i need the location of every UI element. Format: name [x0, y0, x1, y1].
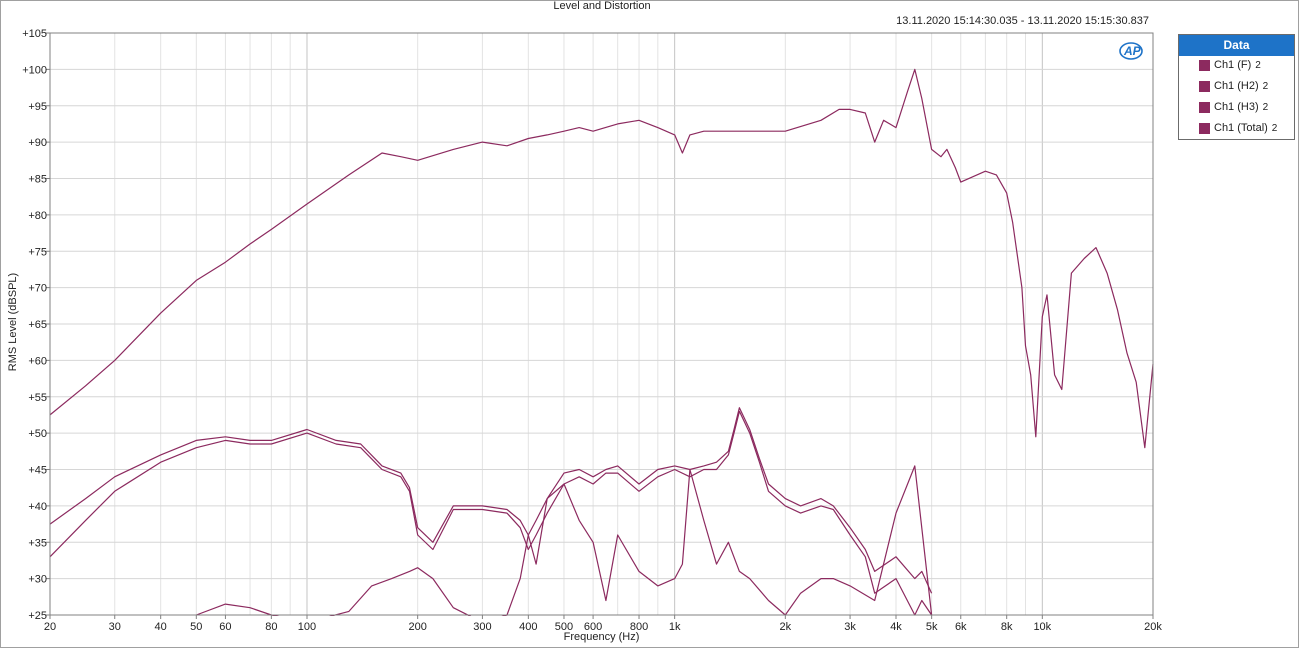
grid	[49, 32, 1154, 616]
y-tick-label: +65	[28, 319, 47, 331]
y-tick-label: +35	[28, 537, 47, 549]
y-tick-label: +50	[28, 428, 47, 440]
legend-label: Ch1 (H2)	[1214, 80, 1259, 92]
axes: 20 30 40 50 60 80 100 200 300 400 500 600 800 1k 2k 3k 4…	[22, 28, 1162, 633]
legend-label: Ch1 (F)	[1214, 59, 1252, 71]
x-tick-label: 20	[44, 621, 56, 633]
legend-label: Ch1 (H3)	[1214, 101, 1259, 113]
x-tick-label: 50	[190, 621, 202, 633]
x-tick-label: 10k	[1033, 621, 1051, 633]
legend-item-total[interactable]: Ch1 (Total) 2	[1179, 119, 1294, 140]
legend-channel: 2	[1271, 123, 1278, 134]
y-tick-label: +100	[22, 64, 47, 76]
y-tick-label: +85	[28, 174, 47, 186]
x-tick-label: 300	[473, 621, 491, 633]
y-tick-label: +25	[28, 610, 47, 622]
chart-title: Level and Distortion	[553, 0, 651, 12]
x-tick-label: 40	[155, 621, 167, 633]
timestamp-label: 13.11.2020 15:14:30.035 - 13.11.2020 15:…	[896, 15, 1149, 27]
x-tick-label: 500	[555, 621, 573, 633]
x-tick-label: 200	[408, 621, 426, 633]
series-layer	[49, 68, 1154, 631]
series-line-2	[49, 410, 933, 616]
x-tick-label: 4k	[890, 621, 902, 633]
y-tick-label: +55	[28, 392, 47, 404]
legend-swatch	[1199, 81, 1210, 92]
y-tick-label: +80	[28, 210, 47, 222]
legend-swatch	[1199, 123, 1210, 134]
x-tick-label: 20k	[1144, 621, 1162, 633]
legend-item-f[interactable]: Ch1 (F) 2	[1179, 56, 1294, 77]
y-tick-label: +75	[28, 246, 47, 258]
x-tick-label: 600	[584, 621, 602, 633]
x-tick-label: 6k	[955, 621, 967, 633]
legend-title: Data	[1179, 35, 1294, 56]
x-tick-label: 1k	[669, 621, 681, 633]
series-line-1	[49, 68, 1154, 449]
legend-channel: 2	[1262, 102, 1269, 113]
legend-label: Ch1 (Total)	[1214, 122, 1268, 134]
y-tick-label: +90	[28, 137, 47, 149]
x-tick-label: 100	[298, 621, 316, 633]
svg-text:AP: AP	[1123, 44, 1142, 58]
legend: Data Ch1 (F) 2 Ch1 (H2) 2 Ch1 (H3) 2 Ch1 (T…	[1178, 34, 1295, 140]
legend-channel: 2	[1262, 81, 1269, 92]
y-tick-label: +95	[28, 101, 47, 113]
legend-item-h3[interactable]: Ch1 (H3) 2	[1179, 98, 1294, 119]
y-tick-label: +60	[28, 355, 47, 367]
x-tick-label: 60	[219, 621, 231, 633]
legend-item-h2[interactable]: Ch1 (H2) 2	[1179, 77, 1294, 98]
legend-swatch	[1199, 60, 1210, 71]
series-line-4	[49, 407, 933, 594]
x-axis-label: Frequency (Hz)	[563, 631, 640, 643]
x-tick-label: 2k	[780, 621, 792, 633]
ap-logo-icon: AP	[1119, 42, 1143, 60]
x-tick-label: 80	[265, 621, 277, 633]
y-tick-label: +105	[22, 28, 47, 40]
plot-bottom-mask	[49, 616, 1154, 631]
y-tick-label: +40	[28, 501, 47, 513]
x-tick-label: 3k	[844, 621, 856, 633]
legend-channel: 2	[1255, 60, 1261, 71]
x-tick-label: 30	[109, 621, 121, 633]
x-tick-label: 400	[519, 621, 537, 633]
legend-swatch	[1199, 102, 1210, 113]
x-tick-label: 800	[630, 621, 648, 633]
y-tick-label: +70	[28, 283, 47, 295]
y-tick-label: +30	[28, 574, 47, 586]
y-tick-label: +45	[28, 465, 47, 477]
series-line-3	[196, 465, 933, 623]
x-tick-label: 5k	[926, 621, 938, 633]
x-tick-label: 8k	[1001, 621, 1013, 633]
